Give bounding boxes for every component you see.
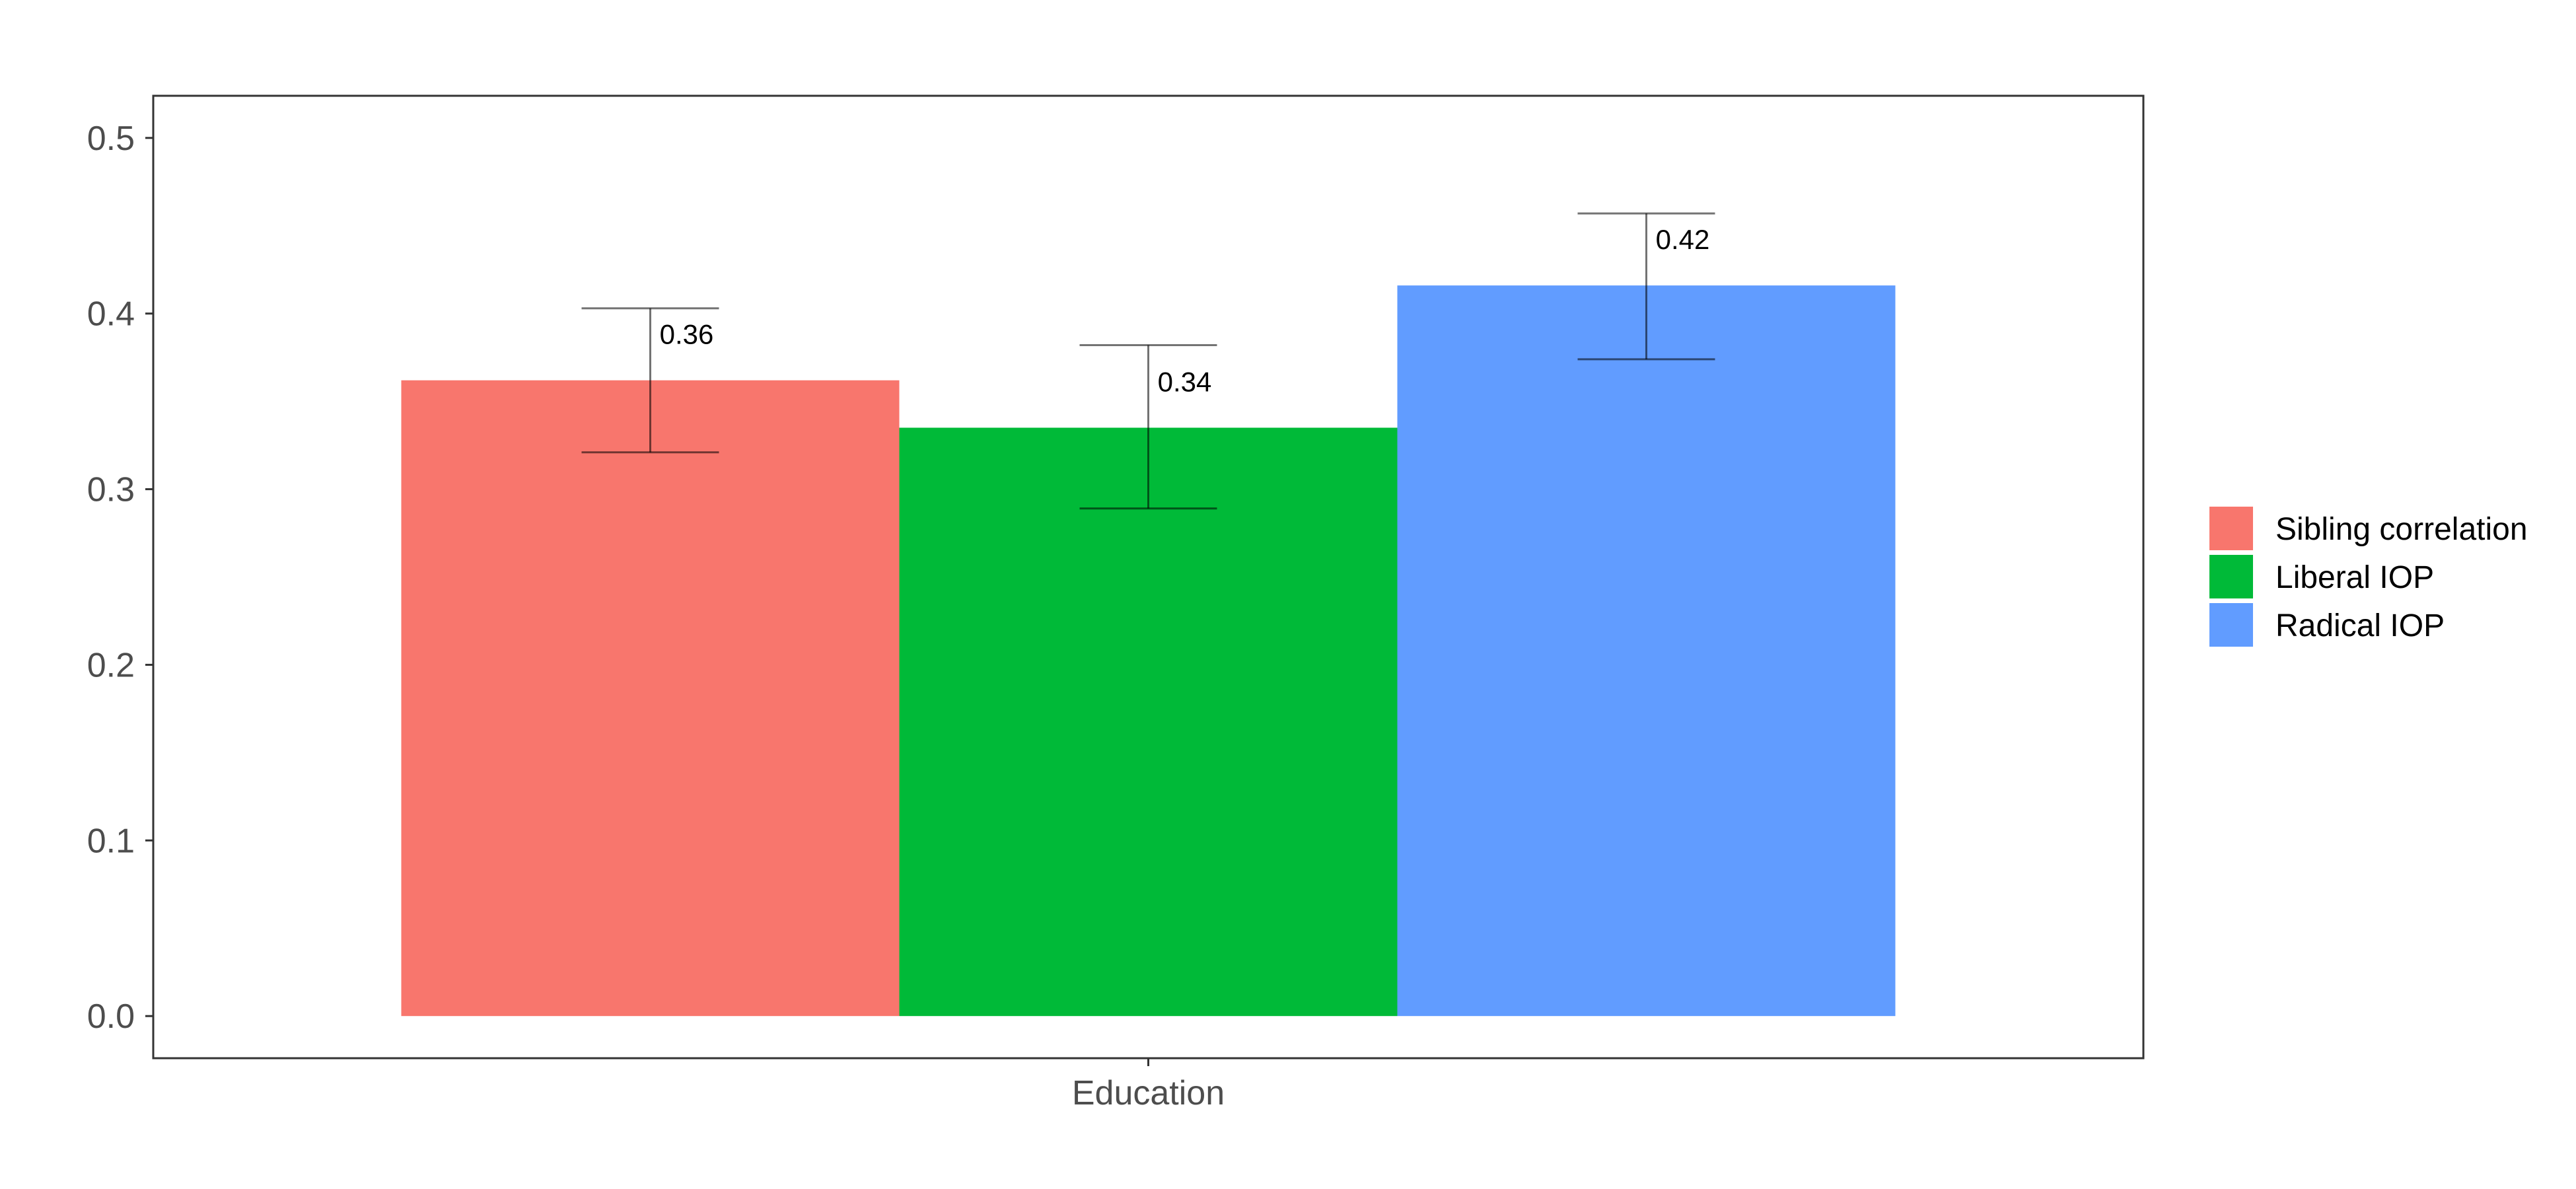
data-labels: 0.36 0.34 0.42 <box>660 224 1710 397</box>
x-axis: Education <box>1072 1058 1225 1112</box>
y-tick-label: 0.3 <box>87 471 135 509</box>
bar-radical-iop <box>1397 285 1896 1017</box>
legend: Sibling correlation Liberal IOP Radical IO… <box>2209 507 2528 647</box>
y-tick-label: 0.1 <box>87 822 135 860</box>
legend-label: Liberal IOP <box>2275 560 2434 595</box>
y-tick-label: 0.4 <box>87 295 135 334</box>
y-tick-label: 0.0 <box>87 997 135 1036</box>
error-bar <box>1577 212 1715 361</box>
x-tick-label: Education <box>1072 1074 1225 1112</box>
data-label: 0.34 <box>1158 367 1212 398</box>
legend-key <box>2209 507 2253 550</box>
legend-label: Radical IOP <box>2275 608 2445 643</box>
legend-label: Sibling correlation <box>2275 512 2528 547</box>
error-bars <box>581 212 1715 510</box>
legend-key <box>2209 603 2253 647</box>
error-bar <box>581 307 719 454</box>
y-axis: 0.0 0.1 0.2 0.3 0.4 0.5 <box>87 120 153 1036</box>
error-bar <box>1079 344 1217 510</box>
y-tick-label: 0.5 <box>87 120 135 158</box>
data-label: 0.42 <box>1656 224 1710 255</box>
bar-liberal-iop <box>899 427 1398 1017</box>
bar-sibling-correlation <box>401 380 900 1017</box>
data-label: 0.36 <box>660 319 714 350</box>
y-tick-label: 0.2 <box>87 646 135 684</box>
bars <box>401 285 1896 1017</box>
legend-key <box>2209 555 2253 598</box>
